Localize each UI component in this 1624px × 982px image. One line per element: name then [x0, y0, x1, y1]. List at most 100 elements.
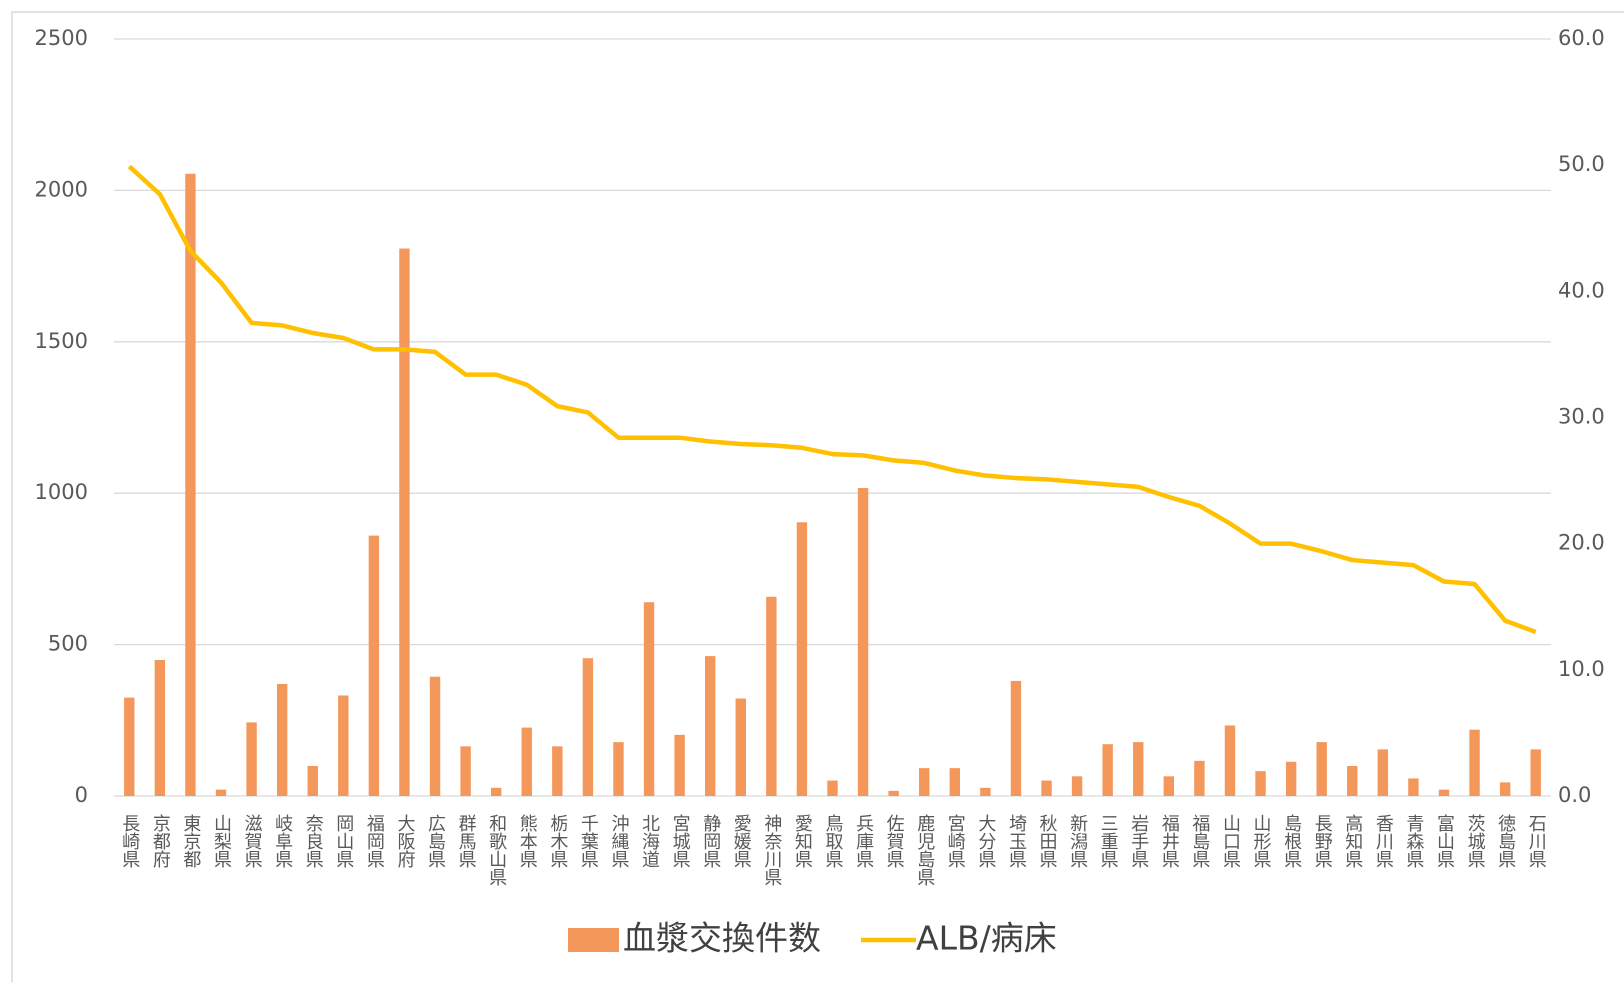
x-tick-label: 岩手県: [1128, 814, 1149, 868]
x-tick-label: 北海道: [639, 814, 660, 868]
x-tick-label: 秋田県: [1037, 814, 1058, 868]
bar: [124, 697, 135, 796]
y2-tick-label: 10.0: [1558, 657, 1605, 681]
x-tick-label: 茨城県: [1465, 814, 1486, 868]
x-tick-label: 香川県: [1373, 814, 1394, 868]
x-tick-label: 三重県: [1098, 814, 1119, 868]
bar: [1133, 742, 1144, 796]
x-tick-label: 富山県: [1434, 814, 1455, 868]
x-tick-label: 岐阜県: [272, 814, 293, 868]
bar: [1224, 725, 1236, 796]
y-tick-label: 1500: [35, 329, 88, 353]
bar: [1255, 771, 1266, 796]
x-tick-label: 島根県: [1281, 814, 1302, 868]
bar: [857, 488, 869, 796]
x-tick-label: 青森県: [1403, 814, 1424, 868]
bar: [1347, 766, 1358, 796]
y-tick-label: 2000: [35, 177, 88, 201]
bar: [1163, 776, 1175, 796]
x-tick-label: 鹿児島県: [914, 814, 935, 886]
bar: [1469, 729, 1480, 796]
legend-label: ALB/病床: [916, 919, 1057, 958]
bar: [1010, 680, 1022, 796]
bar: [338, 695, 349, 796]
bar: [154, 660, 166, 796]
x-tick-label: 和歌山県: [486, 814, 507, 886]
bar: [827, 780, 838, 796]
x-tick-label: 奈良県: [303, 814, 324, 868]
x-tick-label: 石川県: [1526, 814, 1547, 868]
x-tick-label: 兵庫県: [853, 814, 874, 868]
x-tick-label: 長野県: [1312, 814, 1333, 868]
y2-tick-label: 20.0: [1558, 531, 1605, 555]
y-tick-label: 500: [48, 632, 88, 656]
y-tick-label: 2500: [35, 26, 88, 50]
bar: [1194, 760, 1205, 796]
bar: [1071, 776, 1083, 796]
x-tick-label: 佐賀県: [884, 814, 905, 868]
x-tick-label: 神奈川県: [761, 814, 782, 886]
y2-tick-label: 50.0: [1558, 152, 1605, 176]
x-tick-label: 福井県: [1159, 814, 1180, 868]
bar: [735, 698, 746, 796]
bar: [796, 522, 808, 796]
x-tick-label: 大分県: [975, 814, 996, 868]
x-tick-label: 愛知県: [792, 814, 813, 868]
bar: [919, 768, 930, 796]
bar: [1530, 749, 1541, 796]
x-tick-label: 岡山県: [333, 814, 354, 868]
bar: [643, 602, 655, 796]
x-tick-label: 鳥取県: [823, 814, 844, 868]
bar: [246, 722, 257, 796]
x-tick-label: 高知県: [1342, 814, 1363, 868]
x-tick-label: 山梨県: [211, 814, 232, 868]
x-tick-label: 滋賀県: [242, 814, 263, 868]
x-tick-label: 東京都: [180, 814, 201, 868]
bar: [521, 727, 532, 796]
bar: [949, 768, 960, 796]
x-tick-label: 新潟県: [1067, 814, 1088, 868]
bar: [674, 734, 685, 796]
bar: [185, 173, 196, 797]
chart-border: [11, 11, 1624, 982]
bar: [1041, 780, 1052, 796]
x-tick-label: 福岡県: [364, 814, 385, 868]
bar: [705, 656, 716, 796]
bar: [1377, 749, 1389, 796]
x-tick-label: 群馬県: [456, 814, 477, 868]
x-tick-label: 千葉県: [578, 814, 599, 868]
legend-swatch: [568, 928, 619, 952]
bar: [276, 683, 288, 796]
x-tick-label: 愛媛県: [731, 814, 752, 868]
x-tick-label: 大阪府: [394, 814, 415, 869]
bar: [399, 248, 410, 796]
bar: [1499, 782, 1511, 796]
x-tick-label: 京都府: [150, 814, 171, 869]
x-tick-label: 山形県: [1251, 814, 1272, 868]
bar: [1316, 742, 1327, 796]
y-tick-label: 0: [75, 783, 88, 807]
y2-tick-label: 0.0: [1558, 783, 1591, 807]
y2-tick-label: 40.0: [1558, 278, 1605, 302]
bar: [429, 676, 441, 796]
x-tick-label: 熊本県: [517, 814, 538, 868]
bar: [613, 742, 624, 796]
bar: [1438, 789, 1450, 796]
x-tick-label: 埼玉県: [1006, 814, 1027, 868]
x-tick-label: 長崎県: [119, 814, 140, 868]
bar: [552, 746, 563, 796]
bar: [460, 746, 471, 796]
bar: [1285, 761, 1297, 796]
y2-tick-label: 30.0: [1558, 405, 1605, 429]
legend-label: 血漿交換件数: [623, 919, 821, 958]
y-tick-label: 1000: [35, 480, 88, 504]
bar: [766, 596, 777, 796]
bar: [888, 790, 899, 796]
bar: [215, 789, 227, 796]
bar: [1102, 744, 1113, 796]
bar: [980, 787, 991, 796]
x-tick-label: 山口県: [1220, 814, 1241, 868]
x-tick-label: 静岡県: [700, 814, 721, 868]
